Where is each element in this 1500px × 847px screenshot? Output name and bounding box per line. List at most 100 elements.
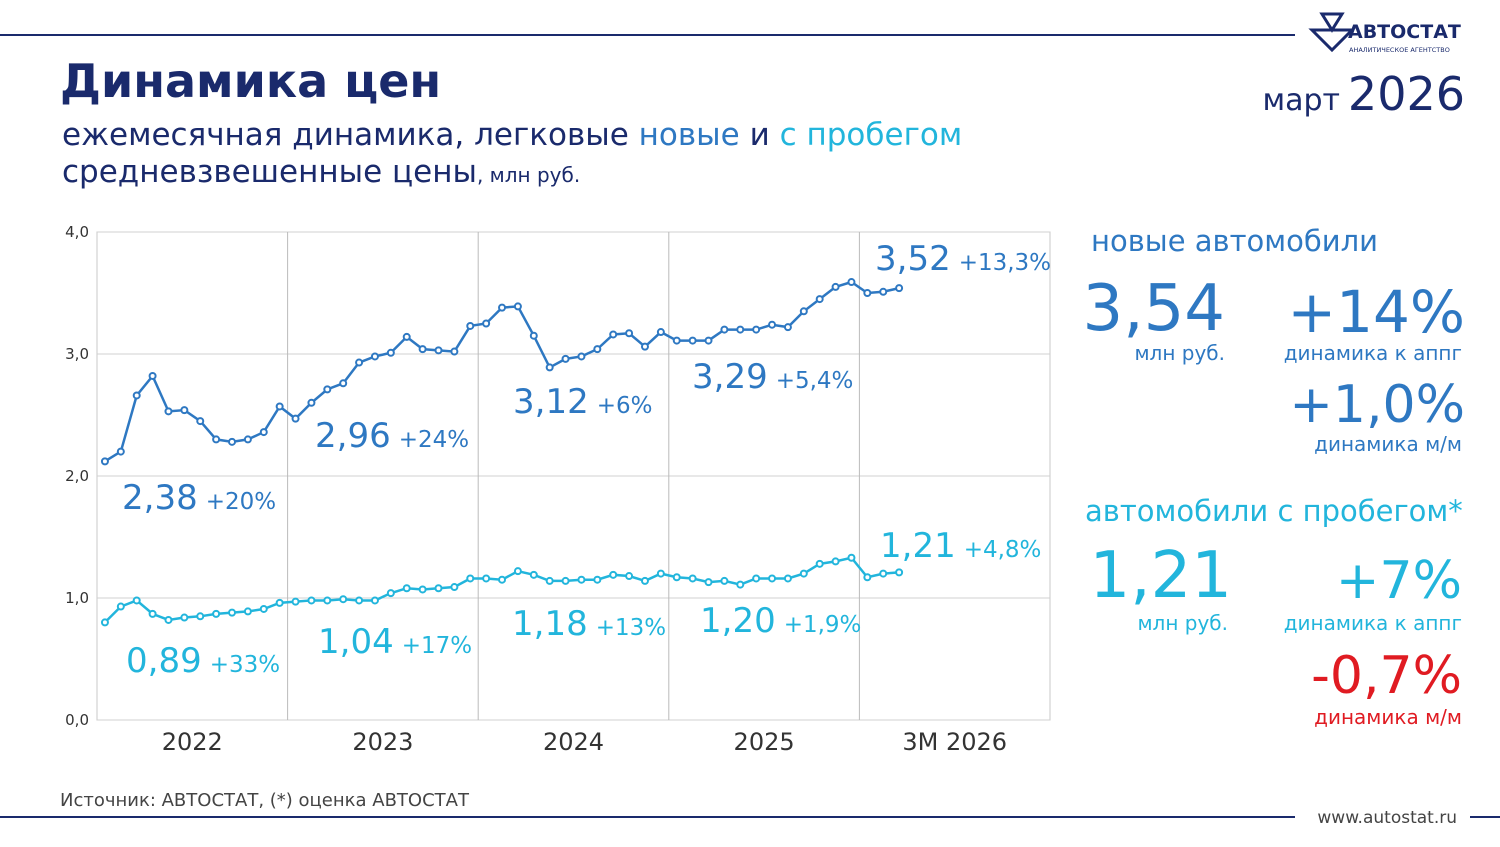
panel-yoy-label: динамика к аппг (1284, 341, 1462, 365)
y-tick-label: 2,0 (65, 467, 89, 485)
x-tick-label: 2024 (543, 728, 604, 756)
data-point (386, 589, 395, 598)
data-point (164, 615, 173, 624)
data-point (402, 584, 411, 593)
data-point (672, 336, 681, 345)
x-tick-label: 3М 2026 (902, 728, 1007, 756)
data-point (783, 323, 792, 332)
period-change: +13,3% (959, 250, 1051, 276)
data-point (228, 437, 237, 446)
data-point (625, 572, 634, 581)
data-point (688, 574, 697, 583)
period-change: +4,8% (964, 537, 1042, 563)
data-point (434, 584, 443, 593)
panel-unit: млн руб. (1134, 341, 1225, 365)
data-point (196, 417, 205, 426)
subtitle-unit: , млн руб. (477, 163, 580, 187)
data-point (180, 613, 189, 622)
period-change: +13% (596, 615, 666, 641)
data-point (243, 607, 252, 616)
data-point (752, 325, 761, 334)
period-change: +5,4% (776, 368, 854, 394)
data-point (799, 569, 808, 578)
period-value: 3,52 (875, 239, 951, 279)
panel-mom-label: динамика м/м (1314, 705, 1462, 729)
data-point (180, 406, 189, 415)
period-label: 1,18 +13% (512, 604, 666, 644)
logo-text: АВТОСТАТ (1348, 21, 1461, 43)
period-value: 3,29 (692, 357, 768, 397)
subtitle-text: ежемесячная динамика, легковые (62, 117, 639, 153)
period-change: +17% (402, 633, 472, 659)
data-point (545, 363, 554, 372)
data-point (545, 576, 554, 585)
data-point (132, 391, 141, 400)
data-point (593, 345, 602, 354)
data-point (831, 557, 840, 566)
panel-price: 1,21 (1090, 539, 1233, 613)
period-value: 1,20 (700, 601, 776, 641)
data-point (243, 435, 252, 444)
data-point (609, 330, 618, 339)
data-point (863, 573, 872, 582)
panel-mom-label: динамика м/м (1314, 432, 1462, 456)
panel-mom: -0,7% (1311, 646, 1462, 706)
y-tick-label: 1,0 (65, 589, 89, 607)
data-point (799, 307, 808, 316)
data-point (196, 612, 205, 621)
data-point (815, 559, 824, 568)
data-point (402, 332, 411, 341)
subtitle: средневзвешенные цены, млн руб. (62, 154, 580, 190)
data-point (815, 295, 824, 304)
period-label: 1,04 +17% (318, 622, 472, 662)
data-point (879, 569, 888, 578)
data-point (513, 302, 522, 311)
data-point (879, 287, 888, 296)
data-point (656, 328, 665, 337)
data-point (148, 371, 157, 380)
data-point (466, 321, 475, 330)
data-point (339, 595, 348, 604)
x-tick-label: 2023 (352, 728, 413, 756)
data-point (339, 379, 348, 388)
data-point (148, 609, 157, 618)
logo-icon (1308, 28, 1356, 53)
subtitle: ежемесячная динамика, легковые новые и с… (62, 117, 962, 153)
data-point (577, 575, 586, 584)
y-tick-label: 3,0 (65, 345, 89, 363)
period-label: 3,29 +5,4% (692, 357, 853, 397)
data-point (116, 602, 125, 611)
data-point (164, 407, 173, 416)
data-point (768, 574, 777, 583)
data-point (275, 598, 284, 607)
source: Источник: АВТОСТАТ, (*) оценка АВТОСТАТ (60, 790, 470, 811)
data-point (895, 284, 904, 293)
logo-subtext: АНАЛИТИЧЕСКОЕ АГЕНТСТВО (1349, 46, 1450, 54)
data-point (831, 282, 840, 291)
period-change: +6% (597, 393, 653, 419)
panel-new: новые автомобили 3,54 млн руб. +14% дина… (1083, 224, 1466, 456)
url: www.autostat.ru (1317, 808, 1457, 828)
logo-icon (1319, 12, 1345, 33)
data-point (498, 575, 507, 584)
data-point (323, 385, 332, 394)
data-point (307, 596, 316, 605)
data-point (116, 447, 125, 456)
period-value: 1,18 (512, 604, 588, 644)
data-point (418, 585, 427, 594)
panel-yoy-label: динамика к аппг (1284, 611, 1462, 635)
data-point (418, 345, 427, 354)
date-year: 2026 (1348, 67, 1465, 121)
data-point (212, 435, 221, 444)
data-point (212, 609, 221, 618)
data-point (561, 354, 570, 363)
data-point (100, 618, 109, 627)
data-point (736, 580, 745, 589)
y-tick-label: 0,0 (65, 711, 89, 729)
period-value: 3,12 (513, 382, 589, 422)
legend-used: с пробегом (780, 117, 963, 153)
subtitle-text: средневзвешенные цены (62, 154, 477, 190)
period-change: +33% (210, 652, 280, 678)
data-point (720, 576, 729, 585)
